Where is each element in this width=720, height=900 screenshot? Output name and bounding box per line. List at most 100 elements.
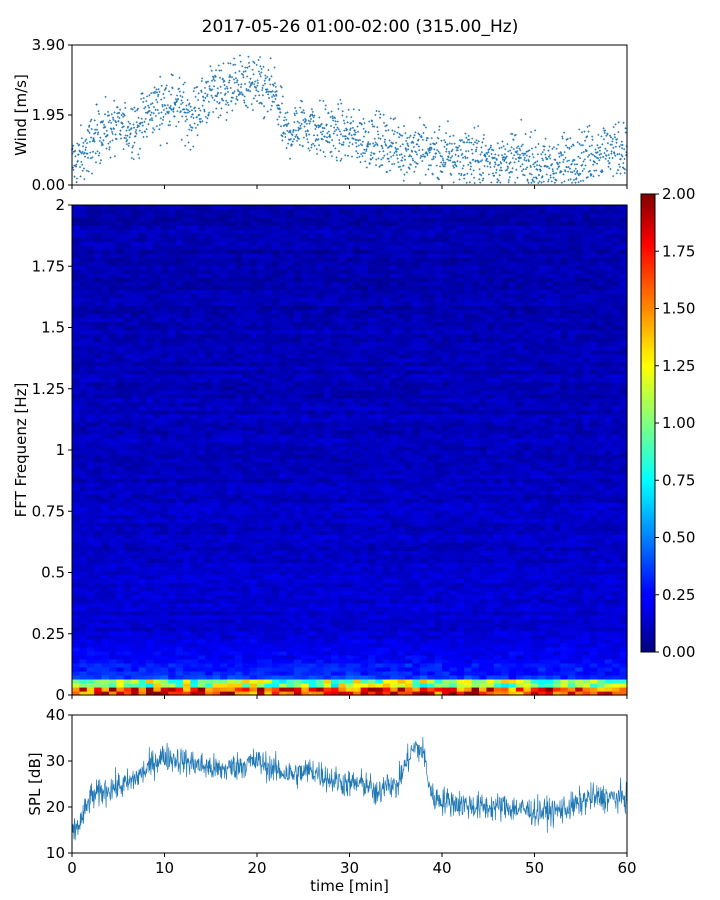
spectrogram-cell [123, 361, 132, 367]
spectrogram-cell [168, 482, 177, 487]
spectrogram-cell [116, 237, 125, 242]
spectrogram-cell [227, 285, 236, 290]
spectrogram-cell [146, 413, 154, 419]
spectrogram-cell [234, 622, 243, 628]
spectrogram-cell [131, 450, 140, 455]
spectrogram-cell [294, 534, 302, 539]
spectrogram-cell [153, 409, 162, 415]
spectrogram-cell [353, 630, 362, 636]
spectrogram-cell [353, 357, 362, 363]
spectrogram-cell [234, 325, 243, 331]
spectrogram-cell [131, 634, 140, 640]
spectrogram-cell [234, 610, 243, 616]
spectrogram-cell [242, 213, 251, 218]
spectrogram-cell [123, 261, 132, 266]
spectrogram-cell [109, 514, 117, 519]
spectrogram-cell [286, 285, 295, 290]
spectrogram-cell [146, 594, 154, 600]
spectrogram-cell [271, 666, 280, 672]
spectrogram-cell [234, 305, 243, 311]
spectrogram-cell [205, 654, 214, 660]
spectrogram-cell [175, 225, 184, 230]
spectrogram-cell [101, 634, 110, 640]
spectrogram-cell [79, 618, 88, 624]
spectrogram-cell [294, 293, 302, 298]
spectrogram-cell [160, 313, 169, 319]
spectrogram-cell [94, 510, 103, 515]
spectrogram-cell [86, 429, 95, 435]
spectrogram-cell [94, 321, 103, 327]
spectrogram-cell [345, 490, 354, 495]
spectrogram-cell [264, 229, 273, 234]
spectrogram-cell [183, 486, 191, 491]
spectrogram-cell [353, 353, 362, 359]
spectrogram-cell [109, 682, 117, 688]
spectrogram-cell [146, 305, 154, 311]
spectrogram-cell [79, 646, 88, 652]
spectrogram-cell [212, 662, 221, 668]
spectrogram-cell [131, 610, 140, 616]
spectrogram-cell [153, 646, 162, 652]
spectrogram-cell [286, 353, 295, 359]
spectrogram-cell [279, 502, 288, 507]
spectrogram-cell [368, 377, 376, 383]
spectrogram-cell [345, 373, 354, 379]
spectrogram-cell [205, 550, 214, 556]
spectrogram-cell [286, 365, 295, 371]
spectrogram-cell [227, 674, 236, 680]
spectrogram-cell [94, 538, 103, 543]
spectrogram-cell [197, 293, 206, 298]
spectrogram-cell [220, 245, 228, 250]
spectrogram-cell [316, 662, 325, 668]
spectrogram-cell [301, 285, 310, 290]
spectrogram-cell [72, 618, 80, 624]
spectrogram-cell [116, 494, 125, 499]
spectrogram-cell [249, 682, 258, 688]
spectrogram-cell [323, 470, 332, 475]
spectrogram-cell [220, 670, 228, 676]
spectrogram-cell [138, 514, 147, 519]
spectrogram-cell [205, 413, 214, 419]
spectrogram-cell [271, 237, 280, 242]
spectrogram-cell [338, 590, 347, 596]
spectrogram-cell [301, 678, 310, 684]
spectrogram-cell [286, 614, 295, 620]
spectrogram-cell [183, 385, 191, 391]
spectrogram-cell [86, 433, 95, 439]
spectrogram-cell [86, 466, 95, 471]
spectrogram-cell [227, 357, 236, 363]
spectrogram-cell [168, 534, 177, 539]
spectrogram-cell [146, 586, 154, 592]
spectrogram-cell [279, 630, 288, 636]
spectrogram-cell [316, 618, 325, 624]
spectrogram-cell [234, 562, 243, 568]
spectrogram-cell [79, 502, 88, 507]
spectrogram-cell [138, 317, 147, 323]
spectrogram-cell [316, 209, 325, 214]
spectrogram-cell [242, 297, 251, 302]
spectrogram-cell [190, 670, 199, 676]
spectrogram-cell [338, 441, 347, 447]
spectrogram-cell [123, 502, 132, 507]
spectrogram-cell [264, 437, 273, 443]
spectrogram-cell [234, 221, 243, 226]
spectrogram-cell [212, 421, 221, 427]
spectrogram-cell [353, 462, 362, 467]
spectrogram-cell [205, 429, 214, 435]
spectrogram-cell [271, 337, 280, 343]
spectrogram-cell [227, 329, 236, 335]
spectrogram-cell [257, 445, 265, 451]
spectrogram-cell [249, 502, 258, 507]
spectrogram-cell [146, 498, 154, 503]
spectrogram-cell [242, 429, 251, 435]
spectrogram-cell [116, 209, 125, 214]
spectrogram-cell [109, 462, 117, 467]
spectrogram-cell [368, 602, 376, 608]
spectrogram-cell [205, 445, 214, 451]
spectrogram-cell [220, 229, 228, 234]
spectrogram-cell [360, 534, 369, 539]
spectrogram-cell [153, 626, 162, 632]
spectrogram-cell [331, 377, 339, 383]
spectrogram-cell [197, 213, 206, 218]
spectrogram-cell [279, 421, 288, 427]
